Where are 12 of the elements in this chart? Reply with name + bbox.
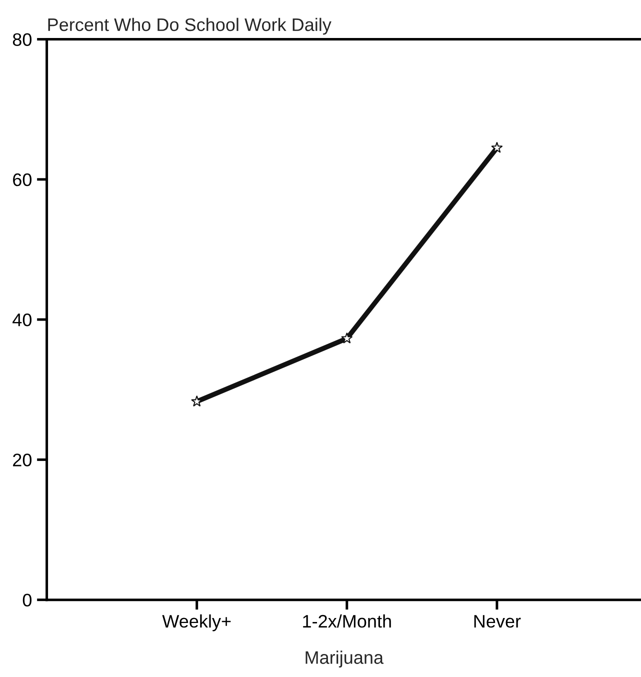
x-tick-label: 1-2x/Month [303,614,391,628]
y-tick-label: 60 [13,173,32,186]
y-tick-label: 80 [12,33,32,46]
point [341,332,353,344]
y-tick-label: 0 [22,594,32,607]
y-tick-label: 40 [12,313,32,326]
x-tick-label: Never [474,615,521,628]
x-axis-title: Marijuana [306,650,384,668]
point [491,142,503,153]
chart-title: Percent Who Do School Work Daily [48,18,332,35]
y-tick-label: 20 [13,454,32,466]
x-tick-label: Weekly+ [162,614,231,632]
